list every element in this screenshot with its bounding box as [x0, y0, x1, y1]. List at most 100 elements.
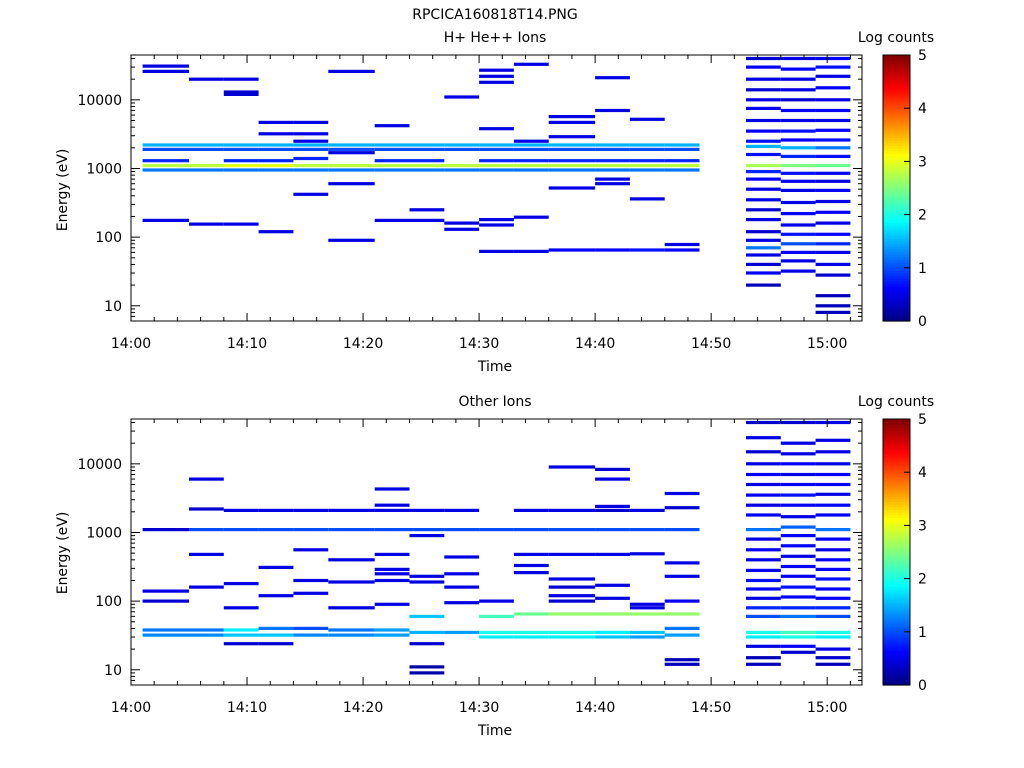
- colorbar-segment: [883, 490, 910, 495]
- heatmap-cell: [513, 571, 549, 575]
- heatmap-cell: [780, 179, 816, 183]
- heatmap-cell: [746, 656, 781, 660]
- colorbar-segment: [883, 506, 910, 511]
- heatmap-cell: [479, 74, 514, 78]
- heatmap-cell: [664, 248, 700, 252]
- colorbar-segment: [883, 118, 910, 123]
- heatmap-cell: [223, 528, 259, 532]
- x-tick-label: 14:00: [111, 700, 151, 716]
- heatmap-cell: [409, 665, 445, 669]
- colorbar-segment: [883, 602, 910, 606]
- heatmap-cell: [444, 585, 480, 589]
- heatmap-cell: [513, 139, 549, 143]
- heatmap-cell: [479, 159, 514, 163]
- heatmap-cell: [189, 585, 224, 589]
- colorbar-segment: [883, 631, 910, 636]
- colorbar-segment: [883, 201, 910, 205]
- heatmap-cell: [780, 129, 816, 133]
- heatmap-cell: [664, 242, 700, 247]
- colorbar-segment: [883, 230, 910, 234]
- heatmap-cell: [374, 602, 410, 606]
- heatmap-cell: [815, 492, 851, 496]
- heatmap-cell: [513, 159, 549, 163]
- x-tick-label: 14:20: [343, 700, 383, 716]
- colorbar-segment: [883, 504, 910, 508]
- colorbar-tick-label: 2: [918, 572, 927, 588]
- heatmap-cell: [258, 642, 294, 646]
- heatmap-cell: [293, 578, 329, 583]
- colorbar-segment: [883, 267, 910, 272]
- heatmap-cell: [815, 294, 851, 298]
- colorbar-segment: [883, 294, 910, 298]
- colorbar-segment: [883, 265, 910, 269]
- heatmap-cell: [664, 168, 700, 172]
- heatmap-cell: [815, 635, 851, 639]
- heatmap-cell: [374, 124, 410, 128]
- heatmap-cell: [548, 585, 596, 589]
- heatmap-cell: [293, 164, 329, 168]
- colorbar-segment: [883, 110, 910, 115]
- heatmap-cell: [328, 164, 375, 168]
- heatmap-cell: [513, 508, 549, 512]
- heatmap-cell: [328, 558, 375, 562]
- colorbar-segment: [883, 315, 910, 319]
- heatmap-cell: [780, 420, 816, 425]
- colorbar-segment: [883, 645, 910, 649]
- colorbar-segment: [883, 458, 910, 463]
- colorbar-segment: [883, 121, 910, 125]
- colorbar-segment: [883, 522, 910, 526]
- heatmap-cell: [223, 633, 259, 637]
- heatmap-cell: [746, 164, 781, 168]
- x-tick-label: 14:40: [575, 700, 615, 716]
- colorbar-segment: [883, 663, 910, 667]
- colorbar-segment: [883, 677, 910, 681]
- heatmap-cell: [258, 164, 294, 168]
- heatmap-cell: [444, 221, 480, 225]
- heatmap-cell: [815, 188, 851, 192]
- heatmap-cell: [780, 525, 816, 529]
- colorbar-tick-label: 4: [918, 465, 927, 481]
- colorbar-segment: [883, 496, 910, 500]
- heatmap-cell: [746, 230, 781, 234]
- heatmap-cell: [548, 577, 596, 581]
- heatmap-cell: [629, 117, 665, 121]
- heatmap-cell: [595, 467, 630, 471]
- heatmap-cell: [815, 210, 851, 214]
- colorbar-segment: [883, 554, 910, 558]
- heatmap-cell: [513, 143, 549, 147]
- heatmap-cell: [664, 506, 700, 510]
- heatmap-cells: [142, 420, 851, 675]
- heatmap-cell: [513, 635, 549, 639]
- colorbar-segment: [883, 164, 910, 168]
- colorbar-segment: [883, 530, 910, 534]
- heatmap-cell: [746, 537, 781, 541]
- heatmap-cell: [548, 135, 596, 139]
- heatmap-cell: [409, 147, 445, 151]
- heatmap-cell: [479, 249, 514, 253]
- colorbar-segment: [883, 575, 910, 580]
- heatmap-cell: [479, 80, 514, 84]
- colorbar-segment: [883, 102, 910, 107]
- x-tick-label: 15:00: [807, 336, 847, 352]
- heatmap-cell: [189, 143, 224, 147]
- colorbar-segment: [883, 132, 910, 136]
- colorbar-segment: [883, 145, 910, 149]
- heatmap-cell: [815, 596, 851, 600]
- heatmap-cell: [746, 548, 781, 552]
- heatmap-cell: [374, 218, 410, 222]
- colorbar-segment: [883, 193, 910, 197]
- heatmap-cell: [595, 108, 630, 113]
- heatmap-cell: [815, 221, 851, 225]
- heatmap-cell: [142, 599, 189, 603]
- colorbar-segment: [883, 586, 910, 590]
- heatmap-cell: [444, 601, 480, 605]
- colorbar-segment: [883, 206, 910, 210]
- colorbar-segment: [883, 448, 910, 452]
- heatmap-cell: [780, 77, 816, 81]
- heatmap-cell: [142, 528, 189, 532]
- colorbar-segment: [883, 679, 910, 683]
- colorbar-segment: [883, 538, 910, 542]
- heatmap-cell: [548, 508, 596, 512]
- heatmap-cell: [629, 606, 665, 610]
- colorbar-segment: [883, 190, 910, 194]
